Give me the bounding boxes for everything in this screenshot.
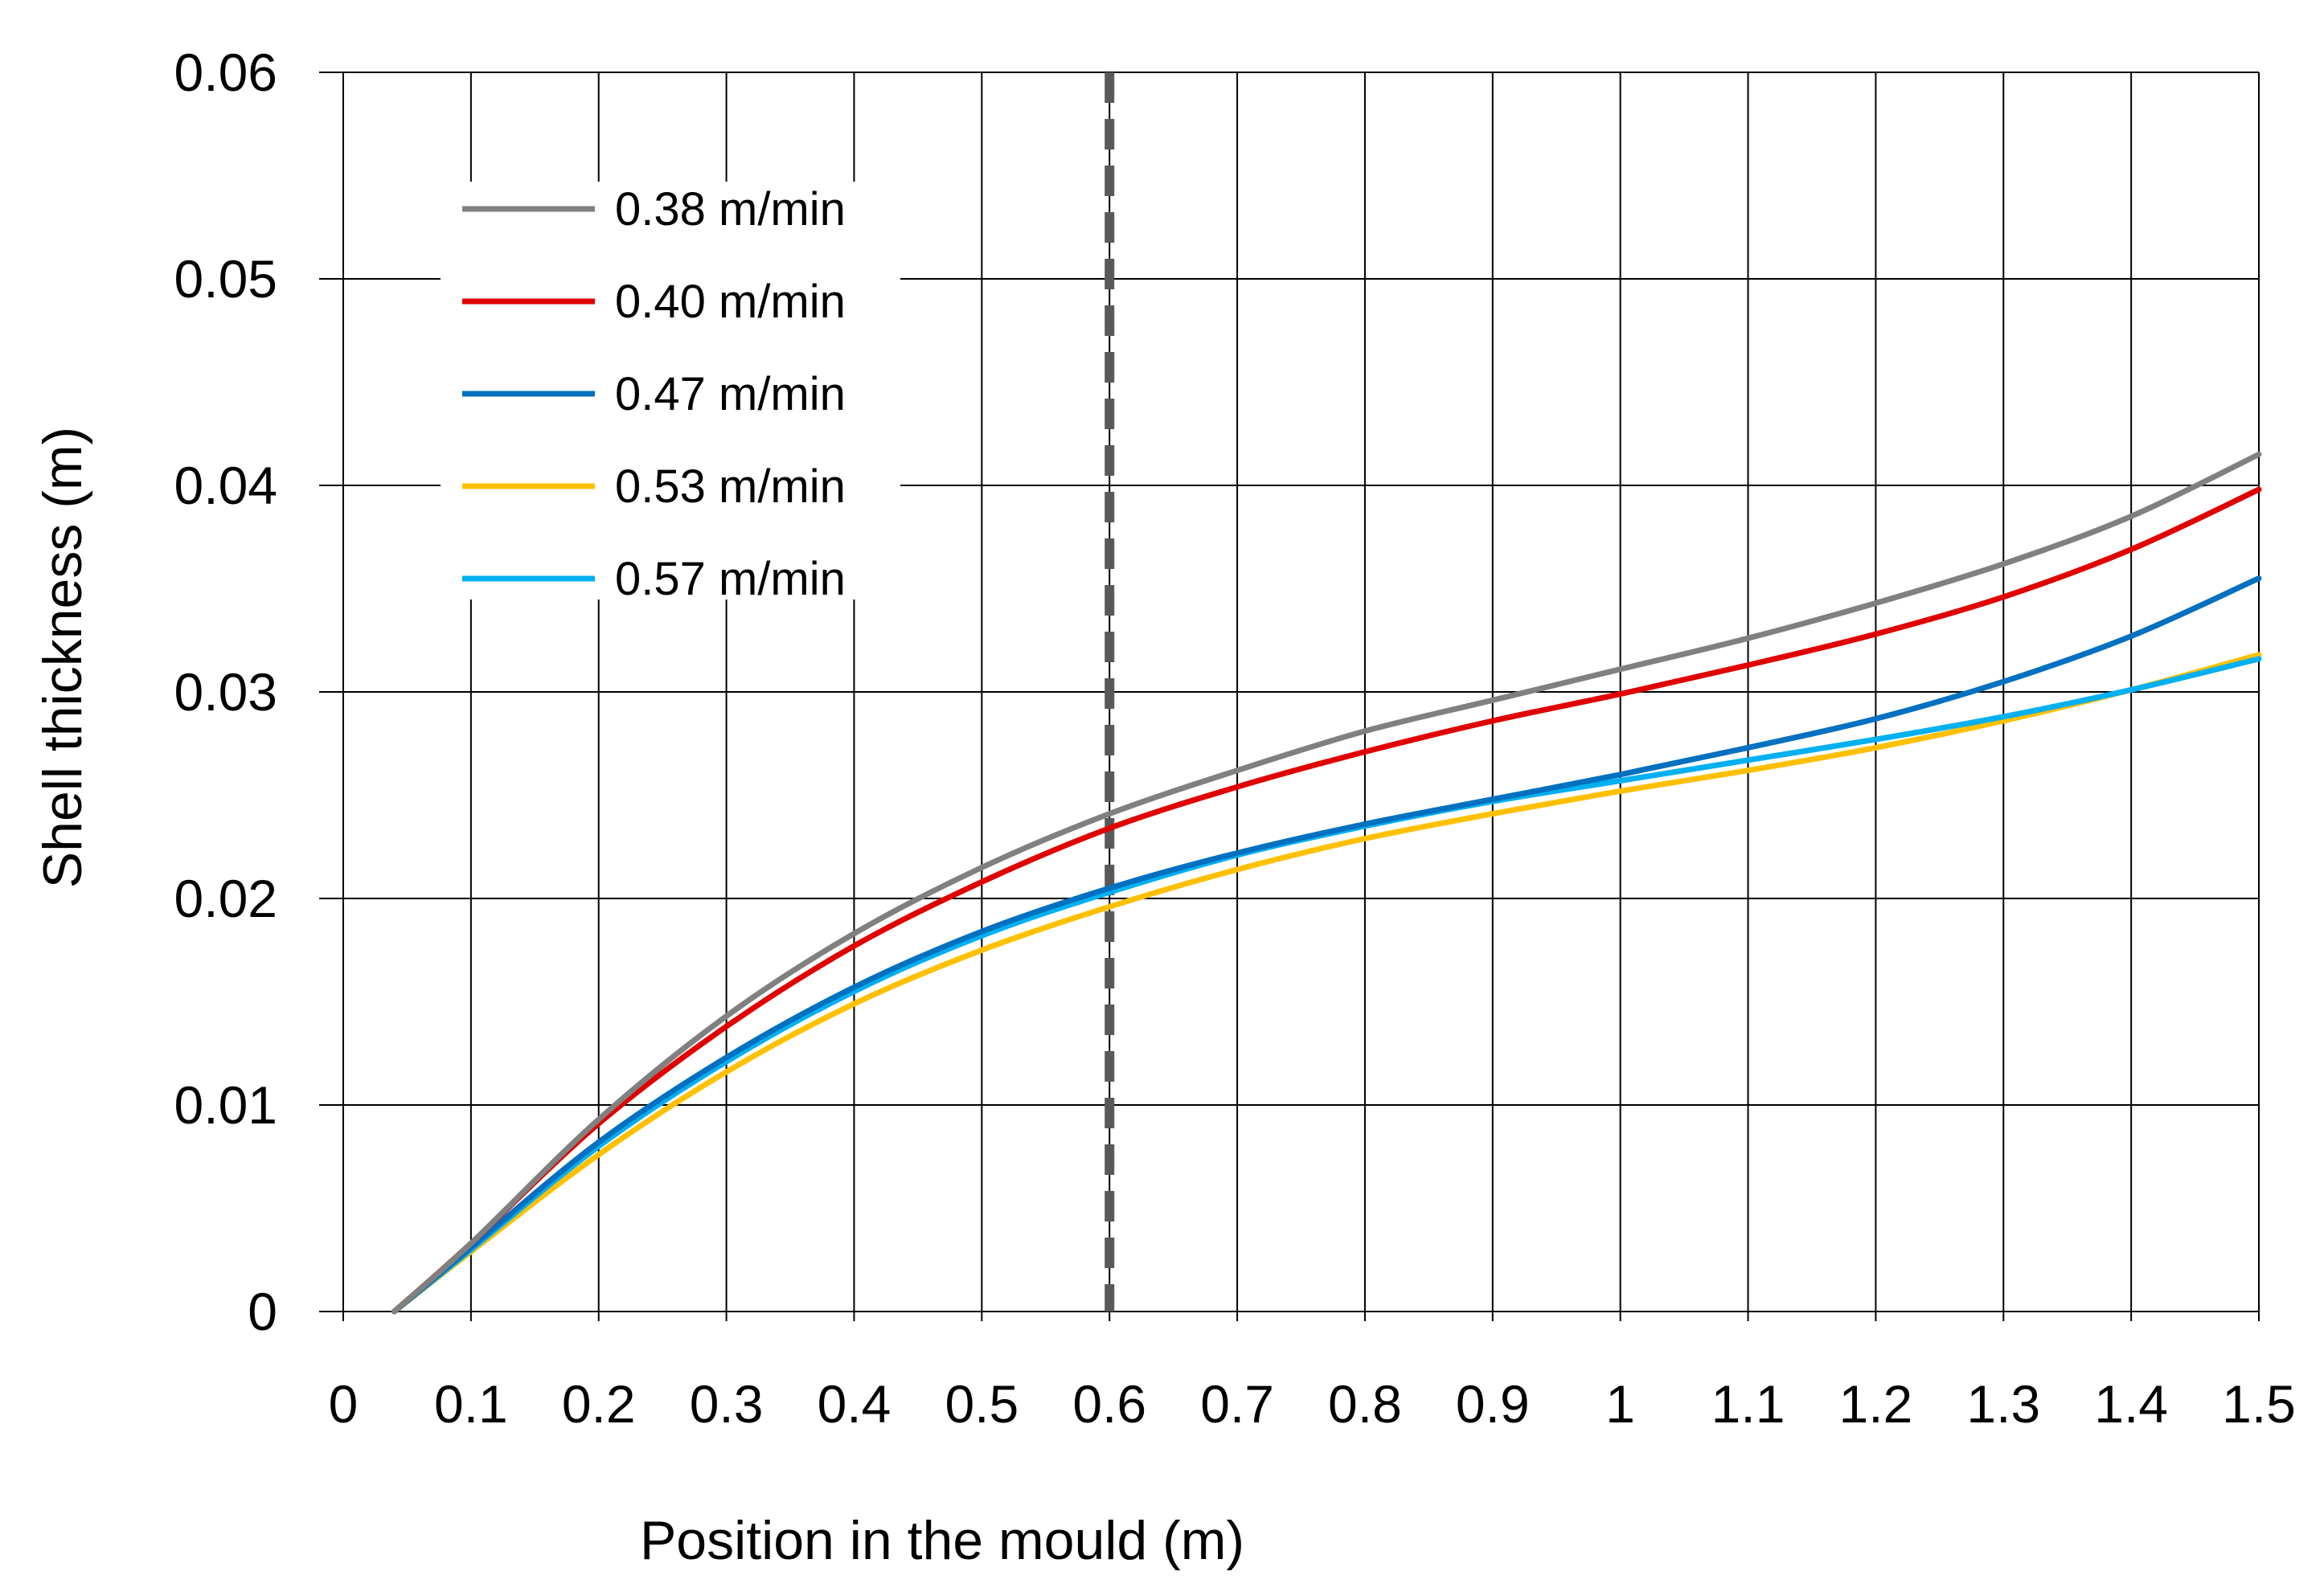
x-tick-label: 1.4 bbox=[2094, 1374, 2168, 1434]
x-tick-label: 1 bbox=[1605, 1374, 1635, 1434]
x-tick-label: 0.6 bbox=[1072, 1374, 1146, 1434]
y-tick-label: 0.05 bbox=[174, 249, 277, 309]
x-tick-label: 0 bbox=[329, 1374, 359, 1434]
x-tick-label: 1.1 bbox=[1711, 1374, 1785, 1434]
series-line-0-40-m-min bbox=[391, 486, 2262, 1315]
x-tick-label: 0.1 bbox=[434, 1374, 508, 1434]
x-tick-label: 1.2 bbox=[1839, 1374, 1913, 1434]
x-tick-label: 0.7 bbox=[1200, 1374, 1274, 1434]
series-line-0-53-m-min bbox=[391, 652, 2262, 1315]
legend-label: 0.40 m/min bbox=[615, 276, 846, 328]
x-tick-label: 0.9 bbox=[1456, 1374, 1530, 1434]
x-axis-title: Position in the mould (m) bbox=[640, 1510, 1244, 1571]
legend-box bbox=[441, 182, 900, 600]
x-tick-label: 1.5 bbox=[2222, 1374, 2296, 1434]
x-tick-label: 1.3 bbox=[1966, 1374, 2040, 1434]
x-tick-label: 0.2 bbox=[562, 1374, 636, 1434]
legend-label: 0.38 m/min bbox=[615, 183, 846, 235]
y-tick-label: 0.04 bbox=[174, 456, 277, 515]
legend: 0.38 m/min 0.40 m/min 0.47 m/min 0.53 m/min… bbox=[441, 182, 900, 605]
y-tick-label: 0.01 bbox=[174, 1075, 277, 1135]
axes bbox=[319, 72, 2260, 1321]
y-tick-label: 0.06 bbox=[174, 43, 277, 102]
legend-label: 0.57 m/min bbox=[615, 553, 846, 605]
x-tick-label: 0.5 bbox=[945, 1374, 1019, 1434]
legend-label: 0.47 m/min bbox=[615, 368, 846, 420]
y-tick-label: 0.03 bbox=[174, 662, 277, 722]
y-tick-label: 0.02 bbox=[174, 869, 277, 928]
y-tick-label: 0 bbox=[248, 1282, 277, 1341]
x-tick-label: 0.3 bbox=[690, 1374, 764, 1434]
legend-label: 0.53 m/min bbox=[615, 460, 846, 513]
tick-labels: 0 0.1 0.2 0.3 0.4 0.5 0.6 0.7 0.8 0.9 1 1.1 1.2 1.3 1.… bbox=[174, 43, 2296, 1434]
x-tick-label: 0.4 bbox=[818, 1374, 891, 1434]
x-tick-label: 0.8 bbox=[1328, 1374, 1402, 1434]
series-lines bbox=[391, 451, 2262, 1315]
series-line-0-38-m-min bbox=[391, 451, 2262, 1315]
series-line-0-47-m-min bbox=[391, 575, 2262, 1315]
y-axis-title: Shell thickness (m) bbox=[32, 427, 93, 888]
